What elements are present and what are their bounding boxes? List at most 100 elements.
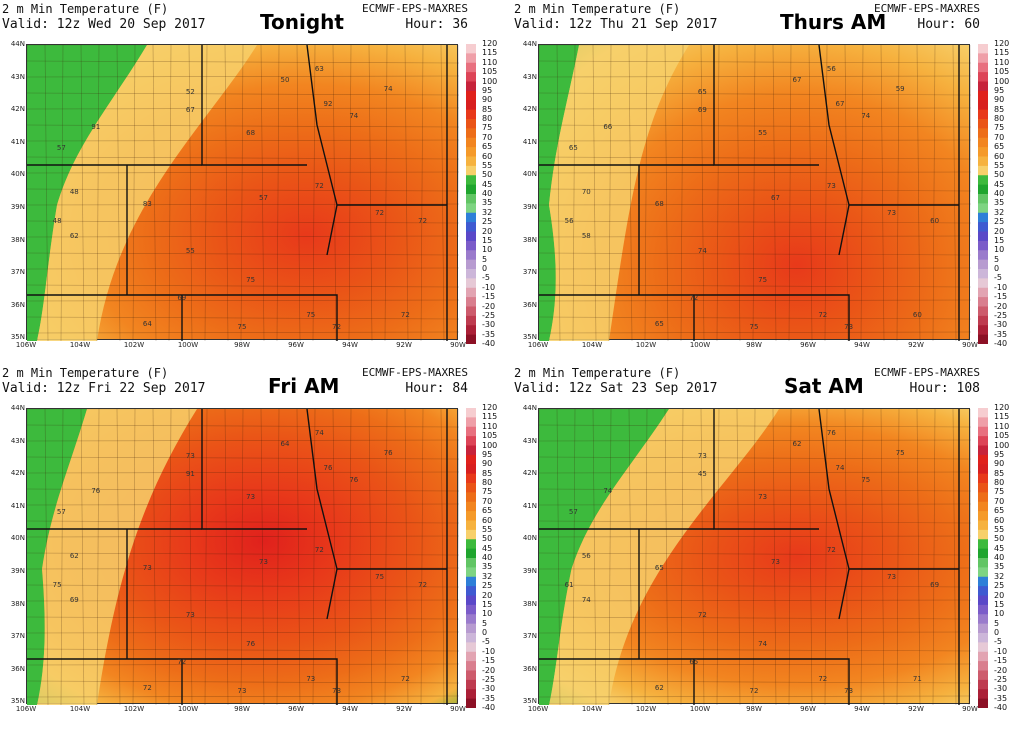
- cool-region: [27, 45, 147, 341]
- station-value: 56: [826, 64, 836, 73]
- colorbar-swatch: [978, 62, 988, 73]
- colorbar-swatch: [978, 269, 988, 279]
- colorbar-swatch: [978, 203, 988, 214]
- colorbar-label: 90: [994, 95, 1005, 105]
- colorbar-label: 105: [994, 67, 1010, 77]
- station-value: 52: [185, 88, 195, 97]
- latitude-label: 41N: [10, 137, 25, 146]
- station-value: 73: [332, 687, 342, 696]
- station-value: 71: [912, 675, 922, 684]
- latitude-label: 44N: [522, 40, 537, 48]
- colorbar-swatch: [978, 492, 988, 503]
- latitude-label: 38N: [10, 599, 25, 608]
- panel-valid-time: Valid: 12z Wed 20 Sep 2017: [2, 17, 206, 32]
- colorbar-swatch: [466, 62, 476, 73]
- station-value: 75: [895, 449, 905, 458]
- colorbar-swatch: [466, 670, 476, 681]
- station-value: 56: [581, 552, 591, 560]
- longitude-label: 96W: [800, 705, 816, 713]
- station-value: 83: [142, 199, 152, 208]
- colorbar-swatch: [466, 679, 476, 690]
- longitude-label: 94W: [854, 341, 870, 349]
- colorbar-swatch: [978, 529, 988, 540]
- colorbar-swatch: [978, 698, 988, 708]
- colorbar-label: 80: [482, 114, 493, 123]
- colorbar-label: 100: [482, 440, 498, 450]
- colorbar-swatch: [466, 595, 476, 606]
- longitude-label: 102W: [635, 705, 657, 713]
- colorbar-swatch: [466, 529, 476, 540]
- colorbar-label: -35: [482, 329, 496, 339]
- colorbar-label: 20: [994, 226, 1005, 236]
- station-value: 91: [91, 123, 101, 132]
- colorbar-swatch: [978, 297, 988, 307]
- colorbar-swatch: [466, 576, 476, 587]
- station-value: 73: [771, 557, 780, 566]
- station-value: 56: [564, 217, 574, 226]
- station-value: 73: [142, 563, 152, 572]
- mild-region: [549, 409, 779, 705]
- station-value: 65: [568, 143, 578, 152]
- colorbar-swatch: [466, 212, 476, 223]
- colorbar-swatch: [978, 128, 988, 139]
- colorbar-label: 10: [482, 245, 493, 255]
- latitude-label: 42N: [522, 469, 537, 478]
- panel-title: 2 m Min Temperature (F): [514, 366, 681, 380]
- station-value: 73: [758, 493, 768, 502]
- colorbar-swatch: [466, 222, 476, 232]
- colorbar-swatch: [978, 539, 988, 550]
- station-value: 75: [375, 572, 385, 581]
- station-value: 72: [332, 323, 342, 332]
- colorbar-swatch: [466, 426, 476, 437]
- colorbar-label: 70: [482, 496, 493, 506]
- colorbar-label: 70: [482, 132, 493, 142]
- station-value: 67: [771, 193, 780, 202]
- panel-label: Tonight: [260, 10, 344, 34]
- temperature-map: 74 64 76 73 91 73 76 76 57 62 75 69 73 73 76 75 73 72 76 72…: [26, 408, 459, 705]
- colorbar-label: -40: [482, 339, 496, 348]
- colorbar-swatch: [978, 156, 988, 167]
- station-value: 72: [697, 610, 707, 619]
- station-value: 50: [280, 76, 290, 85]
- longitude-label: 104W: [69, 341, 91, 349]
- longitude-label: 90W: [962, 341, 978, 349]
- cool-region: [539, 409, 669, 705]
- cool-region: [27, 409, 87, 705]
- state-border: [639, 658, 850, 705]
- colorbar-swatch: [978, 165, 988, 176]
- colorbar-label: 120: [994, 403, 1010, 412]
- state-border: [818, 45, 850, 256]
- colorbar-swatch: [978, 109, 988, 120]
- colorbar-swatch: [466, 492, 476, 503]
- colorbar-label: 80: [482, 478, 493, 487]
- colorbar-swatch: [978, 473, 988, 484]
- station-value: 69: [177, 293, 187, 302]
- latitude-label: 40N: [10, 170, 25, 179]
- station-value: 76: [383, 449, 393, 458]
- colorbar-swatch: [466, 558, 476, 568]
- colorbar-label: 25: [994, 217, 1005, 227]
- colorbar-swatch: [466, 306, 476, 317]
- colorbar-swatch: [978, 212, 988, 223]
- longitude-label: 92W: [908, 705, 924, 713]
- colorbar-label: 40: [482, 189, 493, 198]
- latitude-label: 42N: [522, 105, 537, 114]
- colorbar-label: 5: [994, 254, 1000, 264]
- longitude-label: 92W: [396, 341, 412, 349]
- longitude-label: 98W: [234, 341, 250, 349]
- colorbar-swatch: [466, 203, 476, 214]
- latitude-label: 35N: [10, 697, 25, 706]
- colorbar-label: -15: [994, 292, 1008, 302]
- colorbar-label: 25: [994, 581, 1005, 591]
- station-value: 73: [697, 452, 707, 461]
- colorbar-swatch: [466, 109, 476, 120]
- station-value: 74: [314, 428, 324, 437]
- panel-title: 2 m Min Temperature (F): [514, 2, 681, 16]
- colorbar-label: 60: [482, 515, 493, 525]
- station-value: 73: [246, 493, 256, 502]
- station-value: 72: [689, 293, 699, 302]
- forecast-panel: 2 m Min Temperature (F) Valid: 12z Wed 20…: [0, 0, 512, 364]
- latitude-label: 38N: [522, 235, 537, 244]
- station-value: 58: [581, 232, 591, 241]
- panel-hour: Hour: 60: [917, 17, 980, 32]
